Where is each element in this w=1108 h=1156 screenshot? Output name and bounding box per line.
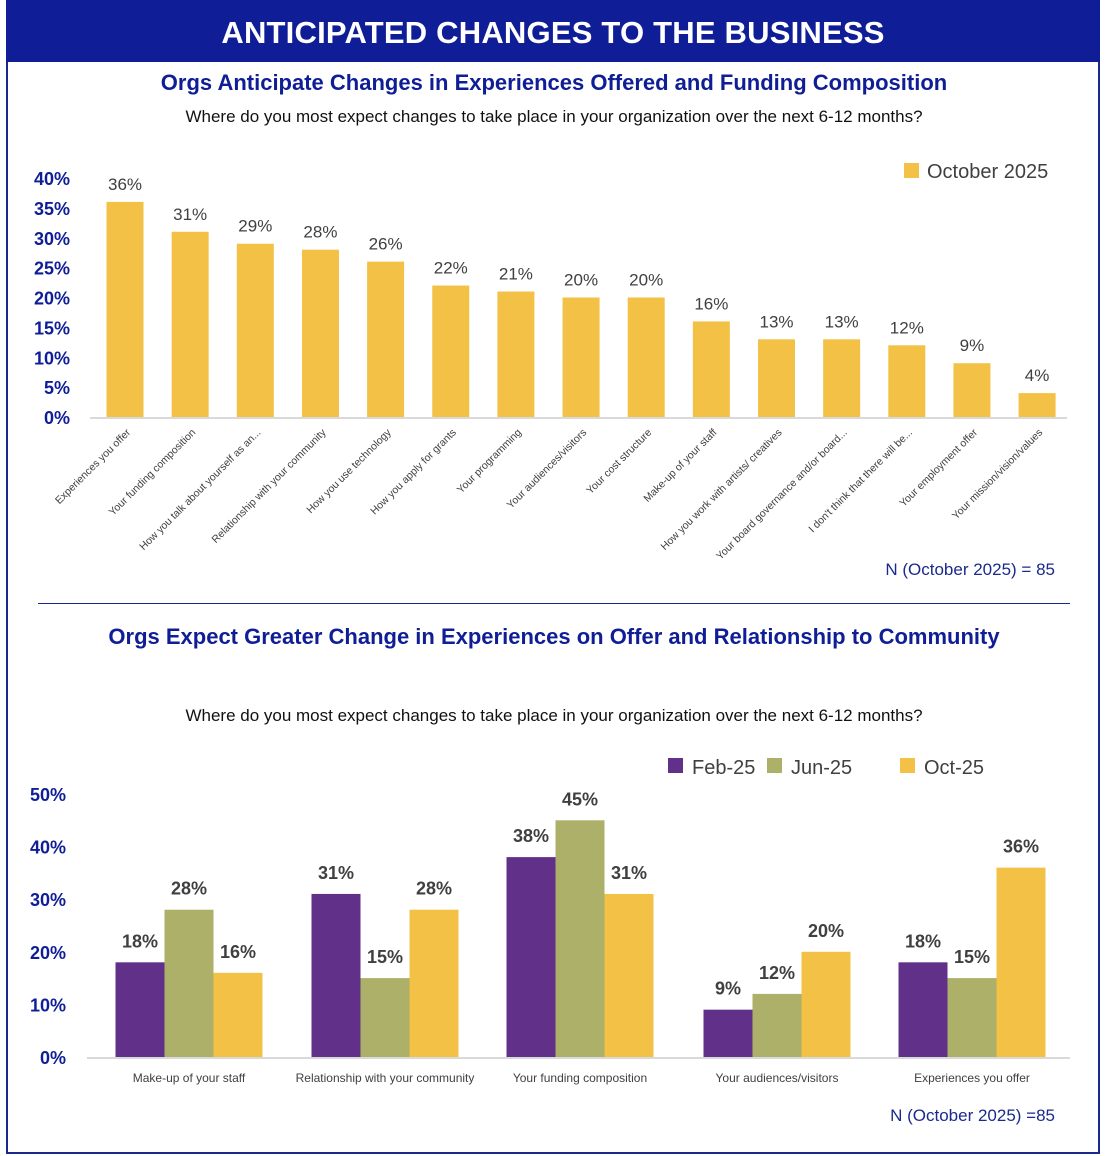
bar [497, 291, 535, 417]
data-label: 9% [960, 336, 985, 355]
bar-jun-25 [752, 993, 802, 1057]
data-label: 36% [108, 175, 142, 194]
legend-swatch-october-2025 [904, 163, 919, 178]
data-label: 45% [562, 789, 598, 809]
bar [367, 261, 405, 417]
data-label: 13% [759, 312, 793, 331]
bar-feb-25 [506, 857, 556, 1057]
bar-feb-25 [703, 1009, 753, 1057]
chart2-title: Orgs Expect Greater Change in Experience… [108, 624, 1000, 649]
chart2-subtitle: Where do you most expect changes to take… [185, 706, 923, 725]
sample-size-note: N (October 2025) = 85 [885, 560, 1055, 579]
bar [627, 297, 665, 417]
bar-jun-25 [555, 820, 605, 1057]
data-label: 15% [954, 947, 990, 967]
x-category-label: Your funding composition [513, 1071, 647, 1085]
bar-oct-25 [604, 893, 654, 1057]
legend-swatch-feb-25 [668, 758, 683, 773]
bar-oct-25 [801, 951, 851, 1057]
bar [432, 285, 470, 417]
y-tick-label: 35% [34, 199, 70, 219]
data-label: 31% [173, 205, 207, 224]
x-category-label: Relationship with your community [296, 1071, 475, 1085]
bar-feb-25 [311, 893, 361, 1057]
bar-oct-25 [213, 972, 263, 1057]
data-label: 13% [825, 312, 859, 331]
sample-size-note: N (October 2025) =85 [890, 1106, 1055, 1125]
y-tick-label: 0% [44, 408, 70, 428]
y-tick-label: 20% [34, 289, 70, 309]
bar-feb-25 [898, 962, 948, 1057]
data-label: 16% [220, 942, 256, 962]
y-tick-label: 20% [30, 943, 66, 963]
bar-jun-25 [947, 978, 997, 1057]
bar [106, 201, 144, 417]
y-tick-label: 0% [40, 1048, 66, 1068]
bar [562, 297, 600, 417]
data-label: 26% [369, 235, 403, 254]
bar [888, 345, 926, 417]
y-tick-label: 25% [34, 259, 70, 279]
x-category-label: Experiences you offer [914, 1071, 1030, 1085]
bar [758, 339, 795, 417]
chart1-title: Orgs Anticipate Changes in Experiences O… [160, 70, 948, 95]
y-tick-label: 10% [30, 995, 66, 1015]
data-label: 28% [303, 223, 337, 242]
data-label: 12% [890, 318, 924, 337]
bar-oct-25 [409, 909, 459, 1057]
bar [692, 321, 730, 417]
data-label: 4% [1025, 366, 1050, 385]
page-frame [6, 0, 1100, 1154]
legend-label-feb-25: Feb-25 [692, 757, 755, 779]
y-tick-label: 40% [30, 838, 66, 858]
data-label: 21% [499, 265, 533, 284]
data-label: 38% [513, 826, 549, 846]
section-divider [38, 603, 1070, 604]
data-label: 36% [1003, 837, 1039, 857]
data-label: 20% [629, 271, 663, 290]
bar [953, 363, 991, 417]
y-tick-label: 30% [34, 229, 70, 249]
legend-label-oct-25: Oct-25 [924, 757, 984, 779]
bar [236, 243, 274, 417]
banner-title: ANTICIPATED CHANGES TO THE BUSINESS [6, 0, 1100, 62]
bar-jun-25 [164, 909, 214, 1057]
bar [171, 231, 209, 417]
data-label: 28% [171, 879, 207, 899]
y-tick-label: 10% [34, 348, 70, 368]
data-label: 20% [808, 921, 844, 941]
bar-feb-25 [115, 962, 165, 1057]
data-label: 31% [318, 863, 354, 883]
legend-label-jun-25: Jun-25 [791, 757, 852, 779]
data-label: 28% [416, 879, 452, 899]
data-label: 18% [122, 931, 158, 951]
data-label: 12% [759, 963, 795, 983]
data-label: 29% [238, 217, 272, 236]
data-label: 31% [611, 863, 647, 883]
legend-swatch-jun-25 [767, 758, 782, 773]
bar [823, 339, 861, 417]
chart1-subtitle: Where do you most expect changes to take… [185, 107, 923, 126]
bar-oct-25 [996, 867, 1046, 1057]
y-tick-label: 40% [34, 169, 70, 189]
bar [301, 249, 339, 417]
legend-swatch-oct-25 [900, 758, 915, 773]
legend-label-october-2025: October 2025 [927, 161, 1048, 183]
bar [1018, 393, 1056, 417]
x-category-label: Your audiences/visitors [716, 1071, 839, 1085]
bar-jun-25 [360, 978, 410, 1057]
y-tick-label: 30% [30, 890, 66, 910]
y-tick-label: 15% [34, 318, 70, 338]
y-tick-label: 5% [44, 378, 70, 398]
data-label: 15% [367, 947, 403, 967]
chart1-svg: 0%5%10%15%20%25%30%35%40% 36%Experiences … [34, 161, 1067, 579]
data-label: 18% [905, 931, 941, 951]
data-label: 22% [434, 259, 468, 278]
data-label: 16% [694, 294, 728, 313]
y-tick-label: 50% [30, 785, 66, 805]
data-label: 9% [715, 979, 741, 999]
x-category-label: Make-up of your staff [133, 1071, 246, 1085]
data-label: 20% [564, 271, 598, 290]
